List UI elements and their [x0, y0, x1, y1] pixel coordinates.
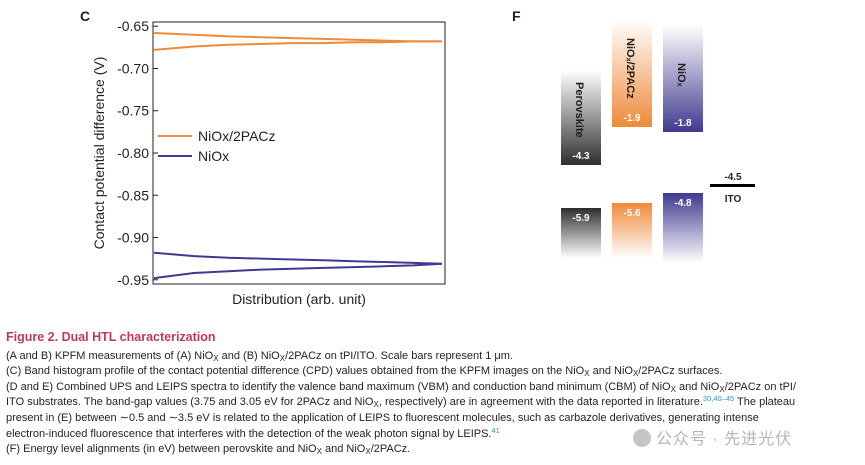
- x-axis-label: Distribution (arb. unit): [232, 291, 366, 307]
- nio-2pacz-vb-bar: [612, 203, 652, 258]
- y-tick-label: -0.75: [117, 103, 149, 119]
- wechat-icon: [633, 429, 651, 447]
- legend-label: NiOx/2PACz: [198, 128, 276, 144]
- watermark: 公众号 · 先进光伏: [633, 425, 792, 449]
- nio-2pacz-cb-value: -1.9: [623, 113, 641, 124]
- panel-f-letter: F: [512, 8, 521, 24]
- figure-caption: Figure 2. Dual HTL characterization (A a…: [6, 330, 858, 458]
- nio-2pacz-vb-value: -5.6: [623, 208, 641, 219]
- y-axis-label: Contact potential difference (V): [91, 57, 107, 250]
- nio-vb-value: -4.8: [674, 198, 692, 209]
- nio-cb-value: -1.8: [674, 118, 692, 129]
- cpd-chart: -0.65 -0.70 -0.75 -0.80 -0.85 -0.90 -0.95 NiOx…: [91, 18, 446, 307]
- caption-line-d-e-1: (D and E) Combined UPS and LEIPS spectra…: [6, 380, 797, 394]
- legend-label: NiOx: [198, 148, 229, 164]
- reference-link[interactable]: 30,40–45: [702, 394, 735, 404]
- perovskite-cb-value: -4.3: [572, 151, 590, 162]
- perovskite-label: Perovskite: [573, 82, 585, 138]
- y-tick-label: -0.95: [117, 272, 149, 288]
- nio-label: NiOₓ: [675, 63, 687, 88]
- y-tick-label: -0.85: [117, 187, 149, 203]
- perovskite-cb-bar: [561, 70, 601, 165]
- caption-title: Figure 2. Dual HTL characterization: [6, 330, 216, 344]
- caption-line-a-b: (A and B) KPFM measurements of (A) NiOX …: [6, 349, 513, 363]
- nio-2pacz-label: NiOₓ/2PACz: [624, 38, 636, 99]
- y-tick-label: -0.80: [117, 145, 149, 161]
- perovskite-vb-value: -5.9: [572, 213, 590, 224]
- y-tick-label: -0.90: [117, 230, 149, 246]
- series-line-nio-2pacz-lower: [153, 40, 442, 51]
- perovskite-vb-bar: [561, 208, 601, 258]
- ito-level-line: [710, 184, 755, 187]
- caption-line-d-e-4: electron-induced fluorescence that inter…: [6, 425, 500, 440]
- nio-2pacz-cb-bar: [612, 20, 652, 127]
- nio-cb-bar: [663, 25, 703, 132]
- caption-line-d-e-2: ITO substrates. The band-gap values (3.7…: [6, 394, 796, 410]
- series-line-nio-upper: [153, 251, 443, 265]
- energy-level-diagram: Perovskite -4.3 -5.9 NiOₓ/2PACz -1.9 -5.…: [561, 20, 755, 263]
- series-line-nio-lower: [153, 262, 443, 280]
- reference-link[interactable]: 41: [491, 425, 500, 435]
- caption-line-c: (C) Band histogram profile of the contac…: [6, 365, 723, 379]
- nio-vb-bar: [663, 193, 703, 263]
- ito-label: ITO: [725, 194, 742, 205]
- panel-c-letter: C: [80, 8, 91, 24]
- y-tick-label: -0.70: [117, 60, 149, 76]
- caption-line-d-e-3: present in (E) between ∼0.5 and ∼3.5 eV …: [6, 411, 759, 424]
- caption-line-f: (F) Energy level alignments (in eV) betw…: [6, 443, 411, 457]
- y-tick-label: -0.65: [117, 18, 149, 34]
- ito-value: -4.5: [724, 172, 742, 183]
